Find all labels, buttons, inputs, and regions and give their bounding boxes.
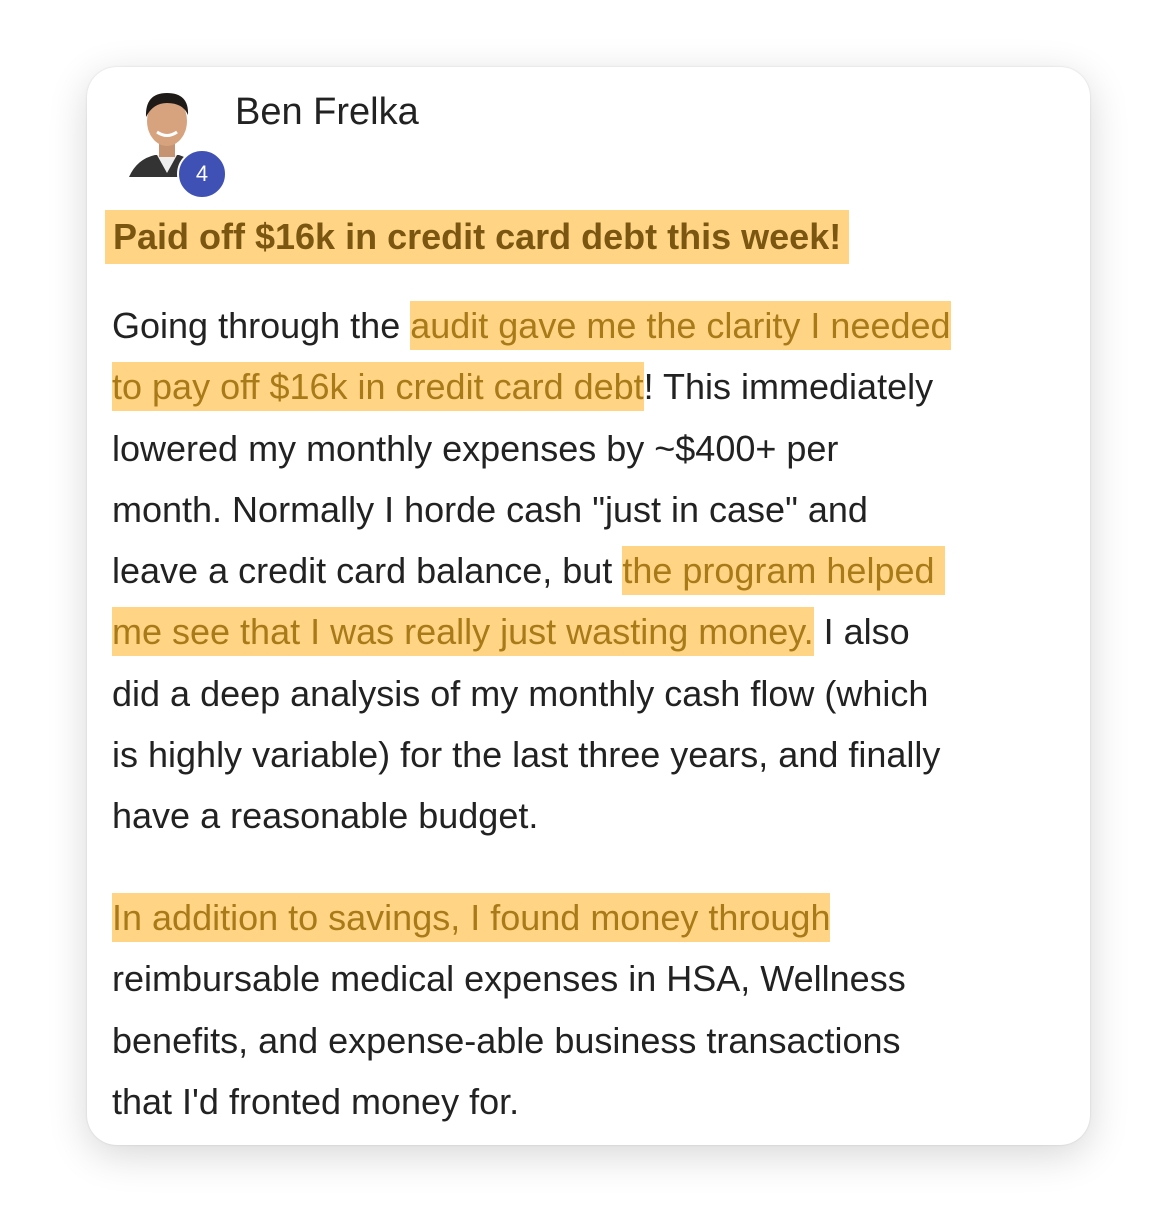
highlighted-text: me see that I was really just wasting mo…: [112, 607, 814, 657]
highlighted-text: audit gave me the clarity I needed: [410, 301, 951, 350]
highlighted-text: In addition to savings, I found money th…: [112, 893, 831, 942]
level-badge: 4: [177, 149, 227, 199]
text-line: to pay off $16k in credit card debt! Thi…: [112, 356, 951, 417]
text-line: lowered my monthly expenses by ~$400+ pe…: [112, 418, 951, 479]
post-title: Paid off $16k in credit card debt this w…: [105, 210, 850, 264]
body-text: I also: [813, 611, 910, 653]
highlighted-text: to pay off $16k in credit card debt: [112, 362, 644, 412]
text-line: have a reasonable budget.: [112, 785, 951, 846]
body-text: that I'd fronted money for.: [112, 1080, 520, 1122]
highlighted-text: the program helped: [622, 546, 945, 596]
post-paragraph: In addition to savings, I found money th…: [112, 887, 906, 1132]
text-line: Going through the audit gave me the clar…: [112, 295, 951, 356]
body-text: did a deep analysis of my monthly cash f…: [112, 672, 929, 714]
post-paragraph: Going through the audit gave me the clar…: [112, 295, 951, 847]
body-text: have a reasonable budget.: [112, 795, 539, 837]
author-name[interactable]: Ben Frelka: [235, 91, 419, 133]
body-text: benefits, and expense-able business tran…: [112, 1019, 901, 1061]
body-text: leave a credit card balance, but: [112, 550, 623, 592]
text-line: In addition to savings, I found money th…: [112, 887, 906, 948]
text-line: is highly variable) for the last three y…: [112, 724, 951, 785]
text-line: leave a credit card balance, but the pro…: [112, 540, 951, 601]
testimonial-card: 4 Ben Frelka Paid off $16k in credit car…: [87, 67, 1090, 1145]
text-line: that I'd fronted money for.: [112, 1071, 906, 1132]
text-line: me see that I was really just wasting mo…: [112, 601, 951, 662]
body-text: month. Normally I horde cash "just in ca…: [112, 488, 868, 530]
body-text: lowered my monthly expenses by ~$400+ pe…: [112, 427, 839, 469]
body-text: reimbursable medical expenses in HSA, We…: [112, 958, 906, 1000]
text-line: month. Normally I horde cash "just in ca…: [112, 479, 951, 540]
body-text: is highly variable) for the last three y…: [112, 734, 941, 776]
body-text: Going through the: [112, 305, 411, 346]
text-line: benefits, and expense-able business tran…: [112, 1010, 906, 1071]
body-text: ! This immediately: [643, 366, 934, 408]
text-line: reimbursable medical expenses in HSA, We…: [112, 948, 906, 1009]
text-line: did a deep analysis of my monthly cash f…: [112, 663, 951, 724]
